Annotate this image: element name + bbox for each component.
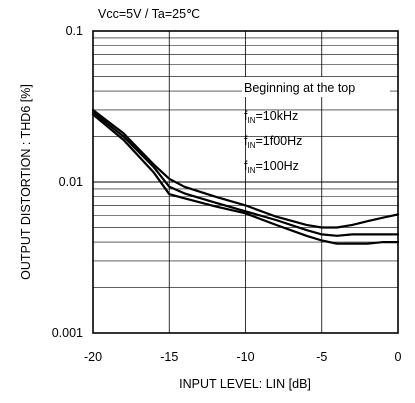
condition-label: Vᴄᴄ=5V / Ta=25℃ <box>98 7 200 21</box>
annotation-equals: = <box>255 109 262 123</box>
annotation-line-1: fIN=10kHz <box>244 109 298 125</box>
annotation-line-2: fIN=1f00Hz <box>244 134 302 150</box>
annotation-line-3: fIN=100Hz <box>244 159 299 175</box>
annotation-prefix: f <box>244 134 248 148</box>
annotation-equals: = <box>255 159 262 173</box>
plot-frame <box>92 30 399 334</box>
annotation-value: 100Hz <box>263 159 299 173</box>
annotation-title: Beginning at the top <box>244 81 355 95</box>
grid-layer <box>92 30 399 334</box>
annotation-value: 10kHz <box>263 109 298 123</box>
annotation-subscript: IN <box>247 166 255 175</box>
y-tick-label: 0.1 <box>66 24 83 38</box>
annotation-subscript: IN <box>247 116 255 125</box>
series-line-2 <box>91 111 400 237</box>
y-tick-label: 0.01 <box>59 175 83 189</box>
y-tick-label: 0.001 <box>52 326 83 340</box>
annotation-prefix: f <box>244 109 248 123</box>
annotation-prefix: f <box>244 159 248 173</box>
x-axis-label: INPUT LEVEL: LIN [dB] <box>179 377 311 391</box>
series-line-3 <box>91 113 400 245</box>
series-layer <box>91 108 400 245</box>
y-axis-label: OUTPUT DISTORTION : THD6 [%] <box>19 84 33 280</box>
annotation-backing <box>242 77 390 97</box>
series-line-1 <box>91 108 400 229</box>
x-tick-label: 0 <box>395 350 402 364</box>
annotation-subscript: IN <box>247 141 255 150</box>
x-tick-label: -10 <box>236 350 254 364</box>
annotation-value: 1f00Hz <box>263 134 303 148</box>
legend-annotation: Beginning at the top fIN=10kHz fIN=1f00H… <box>242 77 390 175</box>
annotation-equals: = <box>255 134 262 148</box>
x-tick-label: -5 <box>316 350 327 364</box>
x-tick-label: -20 <box>84 350 102 364</box>
x-tick-label: -15 <box>160 350 178 364</box>
tick-layer: -20 -15 -10 -5 0 0.001 0.01 0.1 <box>52 24 402 364</box>
